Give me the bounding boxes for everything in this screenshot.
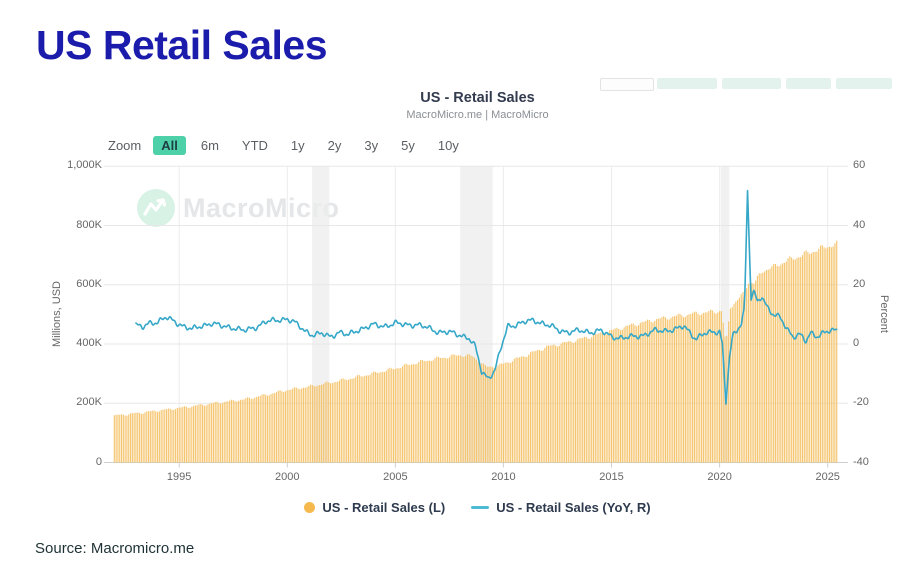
zoom-range-6m[interactable]: 6m: [200, 138, 219, 153]
legend-label: US - Retail Sales (L): [322, 500, 446, 515]
right-axis-tick: 0: [853, 337, 860, 349]
zoom-range-ytd[interactable]: YTD: [241, 138, 268, 153]
right-axis-tick: 40: [853, 218, 866, 231]
right-axis-tick: 60: [853, 159, 866, 172]
x-axis-tick: 2025: [815, 471, 840, 483]
left-axis-tick: 600K: [76, 277, 102, 290]
line-series-marker-icon: [471, 506, 490, 509]
zoom-range-5y[interactable]: 5y: [401, 138, 415, 153]
source-text: Source: Macromicro.me: [35, 540, 195, 557]
right-axis-tick: -40: [853, 455, 869, 468]
retail-sales-bars: [113, 240, 838, 463]
recession-band: [720, 166, 730, 463]
toolbar-chip-1[interactable]: [600, 78, 654, 91]
legend: US - Retail Sales (L) US - Retail Sales …: [110, 500, 845, 515]
x-axis-tick: 2010: [491, 471, 516, 483]
left-axis-tick: 1,000K: [67, 159, 102, 172]
chart-subtitle: MacroMicro.me | MacroMicro: [406, 109, 549, 121]
left-axis-tick: 0: [95, 455, 102, 468]
zoom-range-1y[interactable]: 1y: [290, 138, 305, 153]
zoom-range-3y[interactable]: 3y: [364, 138, 379, 153]
toolbar-chip-2[interactable]: [657, 78, 717, 89]
legend-item-retail-sales[interactable]: US - Retail Sales (L): [304, 500, 445, 515]
left-axis-tick: 200K: [76, 396, 102, 409]
toolbar-chip-3[interactable]: [722, 78, 781, 89]
right-axis-tick: 20: [853, 277, 866, 290]
legend-label: US - Retail Sales (YoY, R): [496, 500, 651, 515]
zoom-controls: Zoom All 6m YTD 1y 2y 3y 5y 10y: [108, 136, 467, 155]
page-title: US Retail Sales: [36, 22, 328, 68]
left-axis-tick: 800K: [76, 218, 102, 231]
toolbar-chip-5[interactable]: [836, 78, 892, 89]
x-axis-tick: 1995: [166, 471, 192, 483]
retail-sales-yoy-line: [135, 189, 838, 405]
x-axis-tick: 2020: [707, 471, 732, 483]
right-axis-title: Percent: [878, 295, 890, 333]
zoom-range-2y[interactable]: 2y: [327, 138, 342, 153]
left-axis-tick: 400K: [76, 337, 102, 349]
zoom-range-10y[interactable]: 10y: [437, 138, 459, 153]
right-axis-tick: -20: [853, 396, 869, 409]
bar-series-marker-icon: [304, 502, 316, 513]
toolbar-chip-4[interactable]: [786, 78, 831, 89]
macromicro-logo-icon: [137, 189, 175, 227]
zoom-range-buttons: All 6m YTD 1y 2y 3y 5y 10y: [153, 136, 467, 155]
zoom-label: Zoom: [108, 138, 142, 153]
left-axis-title: Millions, USD: [51, 280, 63, 348]
legend-item-retail-sales-yoy[interactable]: US - Retail Sales (YoY, R): [471, 500, 651, 515]
x-axis-tick: 2005: [383, 471, 408, 483]
chart-title: US - Retail Sales: [420, 90, 535, 106]
x-axis-tick: 2000: [275, 471, 300, 483]
zoom-range-all[interactable]: All: [153, 136, 186, 155]
x-axis-tick: 2015: [599, 471, 624, 483]
